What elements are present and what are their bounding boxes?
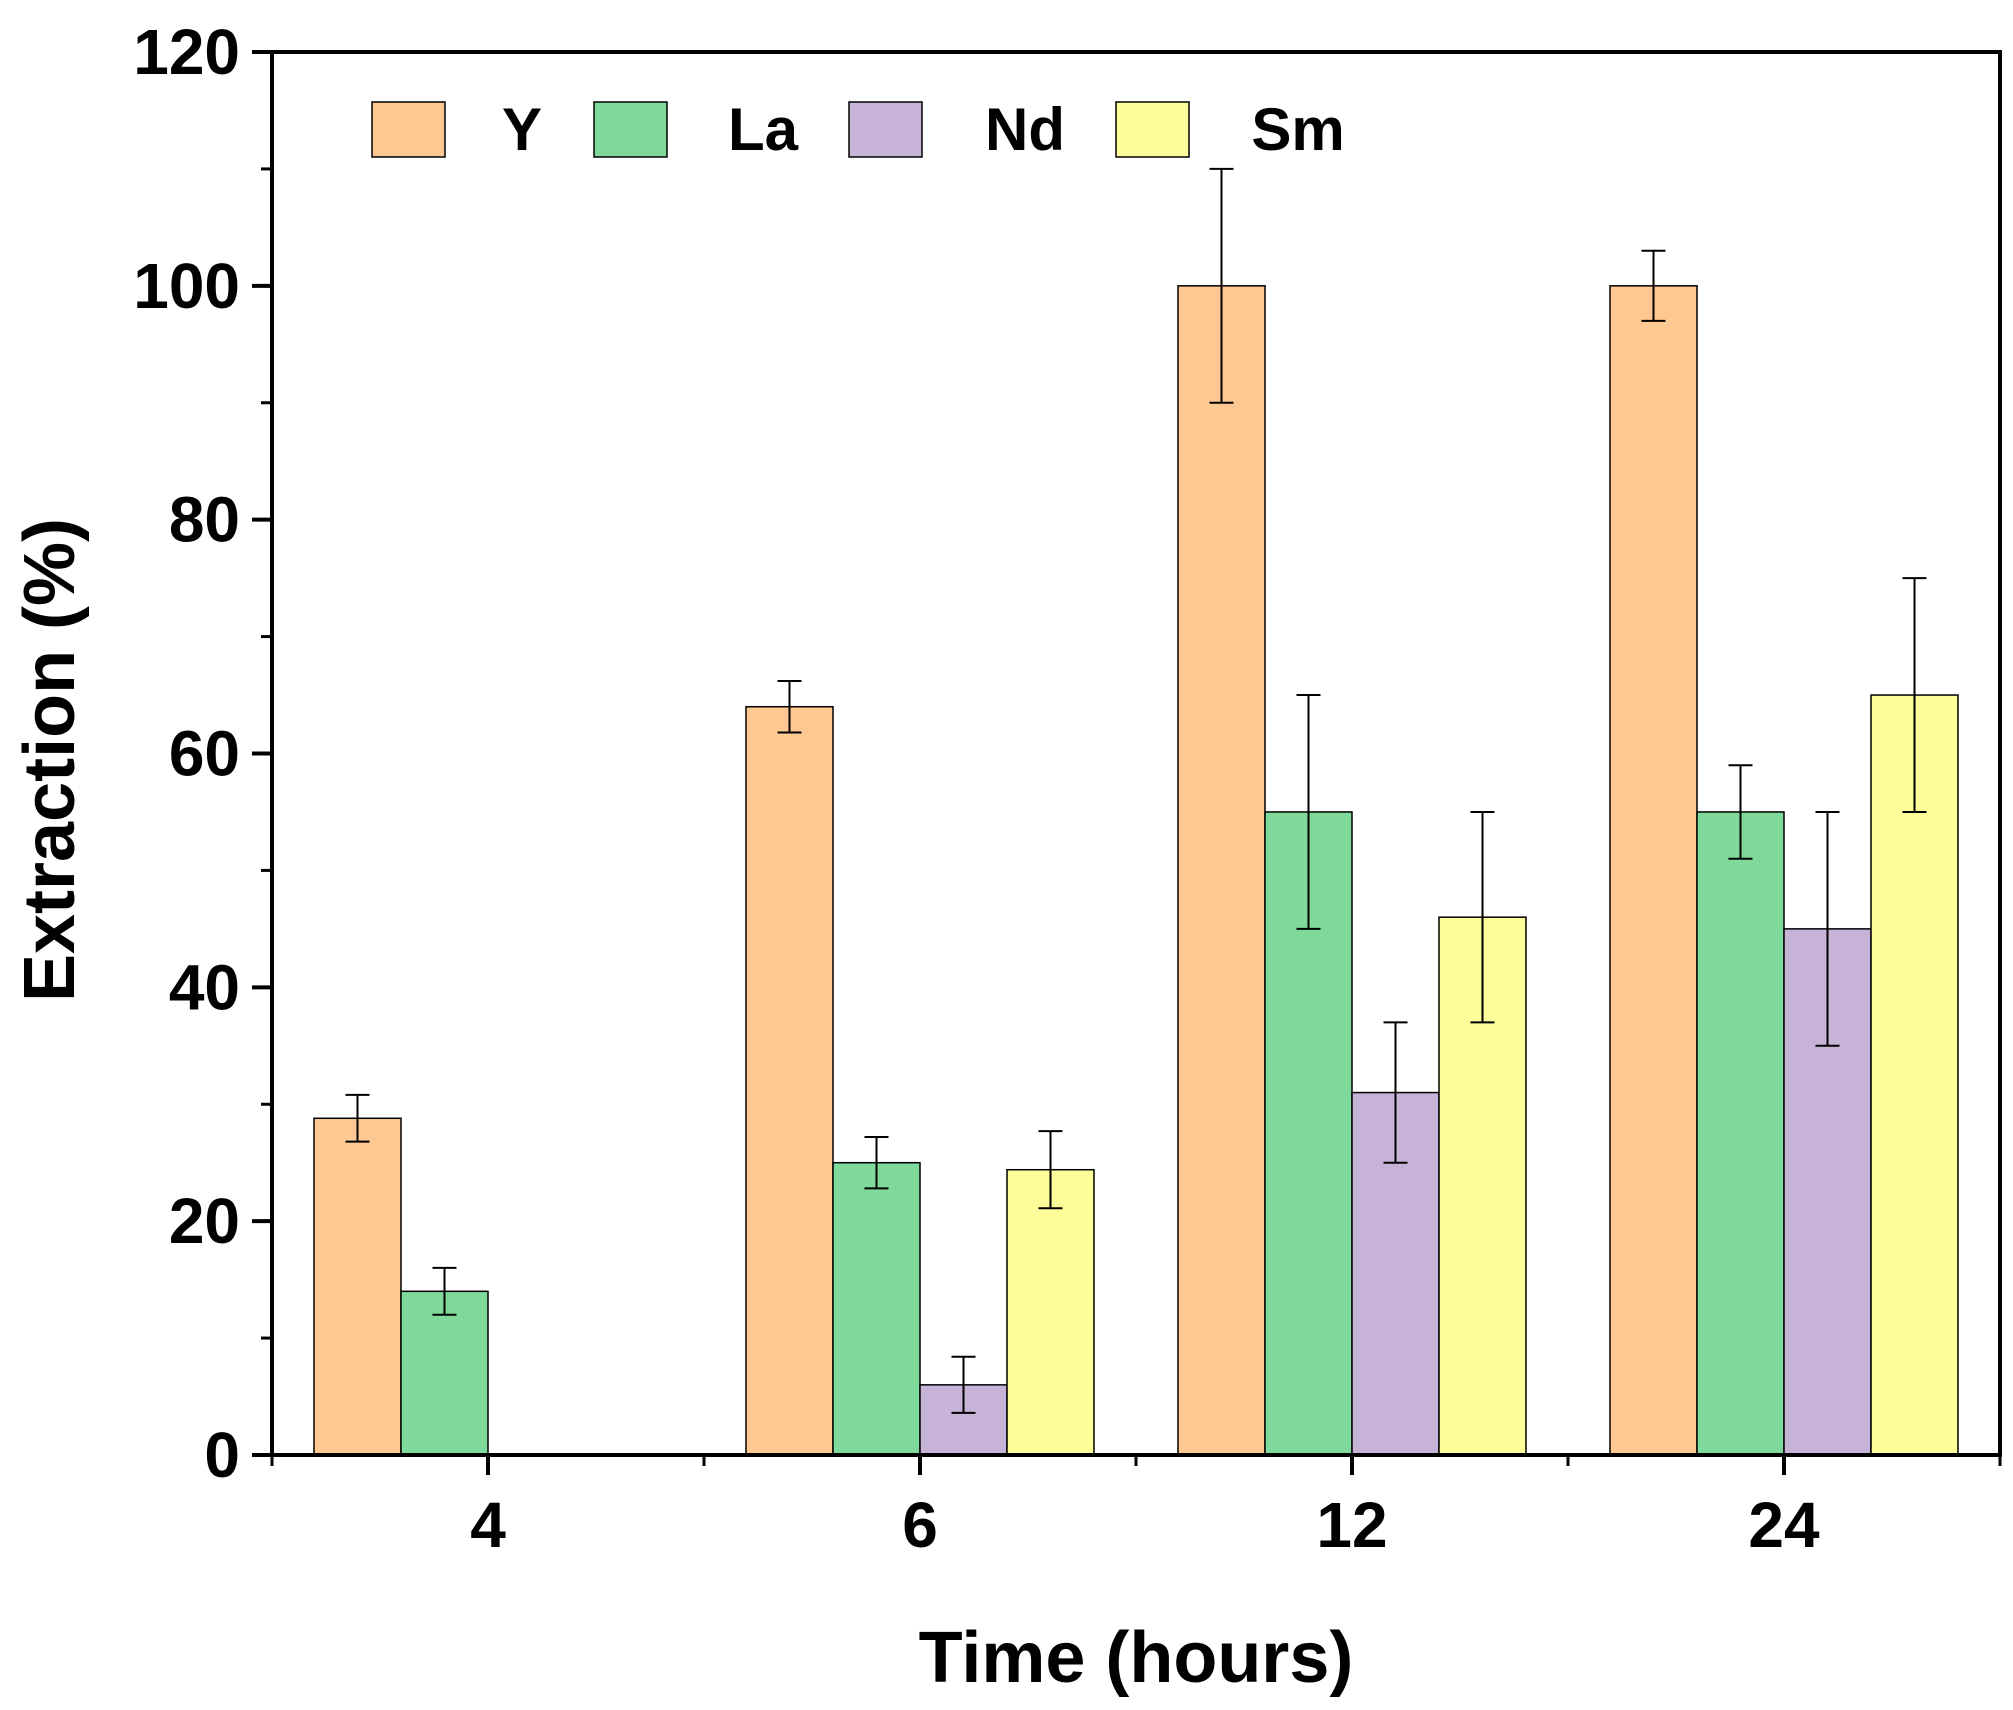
bar-y-6 xyxy=(745,705,834,1456)
x-tick-label: 12 xyxy=(1316,1489,1387,1561)
bar-la-24 xyxy=(1696,811,1785,1456)
error-bar-la-6 xyxy=(864,1135,889,1190)
y-tick-label: 120 xyxy=(133,16,240,88)
error-bar-y-4 xyxy=(345,1093,370,1143)
bar-y-4 xyxy=(313,1117,402,1456)
error-bar-y-24 xyxy=(1641,249,1666,322)
y-tick-label: 100 xyxy=(133,250,240,322)
y-tick-label: 0 xyxy=(204,1419,240,1491)
y-tick-label: 40 xyxy=(169,951,240,1023)
legend-swatch xyxy=(593,101,668,158)
error-bar-la-12 xyxy=(1296,694,1321,930)
legend-label: Nd xyxy=(985,96,1065,163)
error-bar-sm-24 xyxy=(1902,577,1927,813)
bar-y-24 xyxy=(1609,285,1698,1456)
legend-item-la: La xyxy=(593,96,799,163)
axes-layer: 0 20 40 60 80 100 120 4 6 12 24 xyxy=(133,16,2002,1561)
error-bars-layer xyxy=(345,167,1927,1414)
error-bar-la-24 xyxy=(1728,764,1753,860)
bars-layer xyxy=(313,285,1959,1456)
error-bar-sm-6 xyxy=(1038,1130,1063,1210)
legend-swatch xyxy=(371,101,446,158)
bar-sm-24 xyxy=(1870,694,1959,1456)
legend-swatch xyxy=(1115,101,1190,158)
legend-item-sm: Sm xyxy=(1115,96,1345,163)
bar-y-12 xyxy=(1177,285,1266,1456)
y-tick-label: 80 xyxy=(169,484,240,556)
error-bar-la-4 xyxy=(432,1266,457,1316)
y-tick-label: 20 xyxy=(169,1185,240,1257)
legend-label: Y xyxy=(502,96,542,163)
bar-sm-6 xyxy=(1006,1168,1095,1456)
error-bar-y-12 xyxy=(1209,167,1234,404)
error-bar-nd-24 xyxy=(1815,810,1840,1047)
x-tick-label: 4 xyxy=(470,1489,506,1561)
legend-item-y: Y xyxy=(371,96,542,163)
bar-la-6 xyxy=(832,1161,921,1456)
y-tick-label: 60 xyxy=(169,718,240,790)
error-bar-nd-12 xyxy=(1383,1021,1408,1164)
legend: Y La Nd Sm xyxy=(371,96,1345,163)
x-tick-label: 6 xyxy=(902,1489,938,1561)
y-axis-title: Extraction (%) xyxy=(10,518,90,1002)
legend-label: Sm xyxy=(1251,96,1344,163)
error-bar-sm-12 xyxy=(1470,810,1495,1024)
x-tick-label: 24 xyxy=(1748,1489,1820,1561)
legend-item-nd: Nd xyxy=(848,96,1065,163)
error-bar-y-6 xyxy=(777,680,802,734)
legend-swatch xyxy=(848,101,923,158)
legend-label: La xyxy=(728,96,799,163)
error-bar-nd-6 xyxy=(951,1355,976,1414)
bar-la-4 xyxy=(400,1290,489,1456)
x-axis-title: Time (hours) xyxy=(919,1618,1354,1698)
